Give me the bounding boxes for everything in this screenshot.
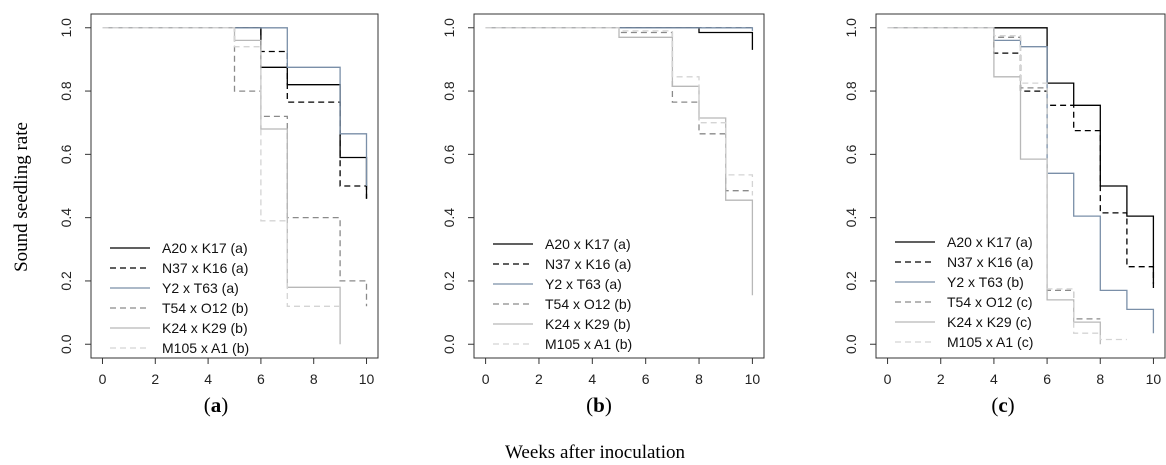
- legend-entry: M105 x A1 (b): [162, 340, 249, 356]
- series-line: [102, 27, 341, 307]
- panel-label: (c): [991, 393, 1014, 417]
- series-line: [485, 27, 753, 192]
- legend-entry: K24 x K29 (b): [545, 316, 631, 332]
- legend-entry: M105 x A1 (b): [545, 336, 632, 352]
- x-tick-label: 8: [310, 371, 318, 387]
- legend: A20 x K17 (a) N37 x K16 (a) Y2 x T63 (a) T5…: [493, 236, 632, 352]
- y-tick-label: 0.2: [441, 271, 457, 291]
- y-tick-label: 0.4: [843, 208, 859, 228]
- legend-entry: N37 x K16 (a): [947, 254, 1033, 270]
- plot-frame: [875, 13, 1166, 359]
- legend-entry: Y2 x T63 (a): [545, 276, 622, 292]
- legend-entry: A20 x K17 (a): [545, 236, 631, 252]
- legend-entry: M105 x A1 (c): [947, 334, 1033, 350]
- panel-label: (b): [586, 393, 612, 417]
- plot-frame: [473, 13, 765, 359]
- series-line: [887, 27, 1155, 334]
- x-axis-title: Weeks after inoculation: [505, 442, 685, 463]
- legend-entry: K24 x K29 (c): [947, 314, 1032, 330]
- legend-entry: T54 x O12 (b): [162, 300, 248, 316]
- series-line: [887, 27, 1127, 341]
- x-tick-label: 10: [359, 371, 375, 387]
- y-tick-label: 1.0: [58, 18, 74, 38]
- y-tick-label: 0.2: [58, 271, 74, 291]
- y-tick-label: 0.8: [441, 81, 457, 101]
- x-tick-label: 2: [151, 371, 159, 387]
- x-tick-label: 2: [535, 371, 543, 387]
- x-tick-label: 2: [937, 371, 945, 387]
- y-tick-label: 0.8: [58, 81, 74, 101]
- plot-frame: [90, 13, 379, 359]
- y-tick-label: 0.4: [58, 208, 74, 228]
- y-tick-label: 0.6: [441, 144, 457, 164]
- legend: A20 x K17 (a) N37 x K16 (a) Y2 x T63 (b) T5…: [895, 234, 1033, 350]
- x-tick-label: 8: [695, 371, 703, 387]
- x-tick-label: 4: [204, 371, 212, 387]
- y-tick-label: 0.0: [843, 334, 859, 354]
- y-tick-label: 1.0: [843, 18, 859, 38]
- x-tick-label: 0: [99, 371, 107, 387]
- y-tick-label: 0.0: [58, 334, 74, 354]
- series-line: [102, 27, 368, 199]
- y-tick-label: 0.6: [843, 144, 859, 164]
- x-tick-label: 4: [588, 371, 596, 387]
- y-tick-label: 0.8: [843, 81, 859, 101]
- y-tick-label: 1.0: [441, 18, 457, 38]
- x-tick-label: 6: [642, 371, 650, 387]
- y-tick-label: 0.6: [58, 144, 74, 164]
- legend-entry: N37 x K16 (a): [545, 256, 631, 272]
- legend-entry: A20 x K17 (a): [162, 240, 248, 256]
- panel-a: 0 2 4 6 8 10 0.0 0.2 0.4 0.6 0.8 1.0 A20 x K17 (a) N3…: [58, 13, 379, 417]
- x-tick-label: 6: [257, 371, 265, 387]
- panel-label: (a): [204, 393, 229, 417]
- y-axis-title: Sound seedling rate: [11, 122, 32, 272]
- legend: A20 x K17 (a) N37 x K16 (a) Y2 x T63 (a) T5…: [110, 240, 249, 356]
- x-tick-label: 10: [1146, 371, 1162, 387]
- legend-entry: Y2 x T63 (b): [947, 274, 1024, 290]
- x-tick-label: 4: [990, 371, 998, 387]
- series-line: [102, 27, 368, 186]
- series-line: [485, 27, 754, 196]
- y-tick-label: 0.4: [441, 208, 457, 228]
- y-tick-label: 0.0: [441, 334, 457, 354]
- legend-entry: T54 x O12 (b): [545, 296, 631, 312]
- legend-entry: Y2 x T63 (a): [162, 280, 239, 296]
- series-line: [102, 27, 368, 307]
- legend-entry: T54 x O12 (c): [947, 294, 1033, 310]
- x-tick-label: 8: [1096, 371, 1104, 387]
- series-line: [102, 27, 341, 345]
- x-tick-label: 0: [884, 371, 892, 387]
- x-tick-label: 6: [1043, 371, 1051, 387]
- y-tick-label: 0.2: [843, 271, 859, 291]
- legend-entry: N37 x K16 (a): [162, 260, 248, 276]
- series-line: [887, 27, 1155, 291]
- series-line: [102, 27, 368, 199]
- panel-c: 0 2 4 6 8 10 0.0 0.2 0.4 0.6 0.8 1.0 A20 x K17 (a) N3…: [843, 13, 1166, 417]
- legend-entry: A20 x K17 (a): [947, 234, 1033, 250]
- panel-b: 0 2 4 6 8 10 0.0 0.2 0.4 0.6 0.8 1.0 A20 x K17 (a) N3…: [441, 13, 765, 417]
- x-tick-label: 10: [745, 371, 761, 387]
- x-tick-label: 0: [482, 371, 490, 387]
- legend-entry: K24 x K29 (b): [162, 320, 248, 336]
